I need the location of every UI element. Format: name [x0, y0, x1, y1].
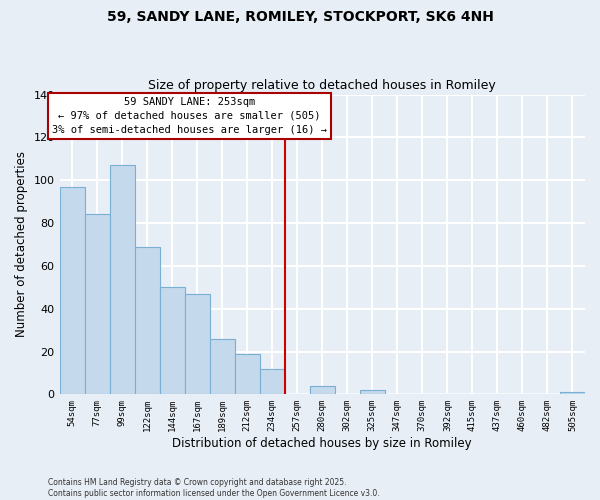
- Bar: [235, 354, 260, 395]
- Bar: [209, 338, 235, 394]
- Y-axis label: Number of detached properties: Number of detached properties: [15, 152, 28, 338]
- Title: Size of property relative to detached houses in Romiley: Size of property relative to detached ho…: [148, 79, 496, 92]
- Bar: [360, 390, 385, 394]
- Bar: [59, 186, 85, 394]
- Bar: [310, 386, 335, 394]
- Bar: [85, 214, 110, 394]
- Text: Contains HM Land Registry data © Crown copyright and database right 2025.
Contai: Contains HM Land Registry data © Crown c…: [48, 478, 380, 498]
- Text: 59 SANDY LANE: 253sqm
← 97% of detached houses are smaller (505)
3% of semi-deta: 59 SANDY LANE: 253sqm ← 97% of detached …: [52, 96, 327, 134]
- Bar: [560, 392, 585, 394]
- Bar: [260, 368, 285, 394]
- Bar: [110, 165, 134, 394]
- Bar: [134, 246, 160, 394]
- Bar: [185, 294, 209, 394]
- X-axis label: Distribution of detached houses by size in Romiley: Distribution of detached houses by size …: [172, 437, 472, 450]
- Text: 59, SANDY LANE, ROMILEY, STOCKPORT, SK6 4NH: 59, SANDY LANE, ROMILEY, STOCKPORT, SK6 …: [107, 10, 493, 24]
- Bar: [160, 288, 185, 395]
